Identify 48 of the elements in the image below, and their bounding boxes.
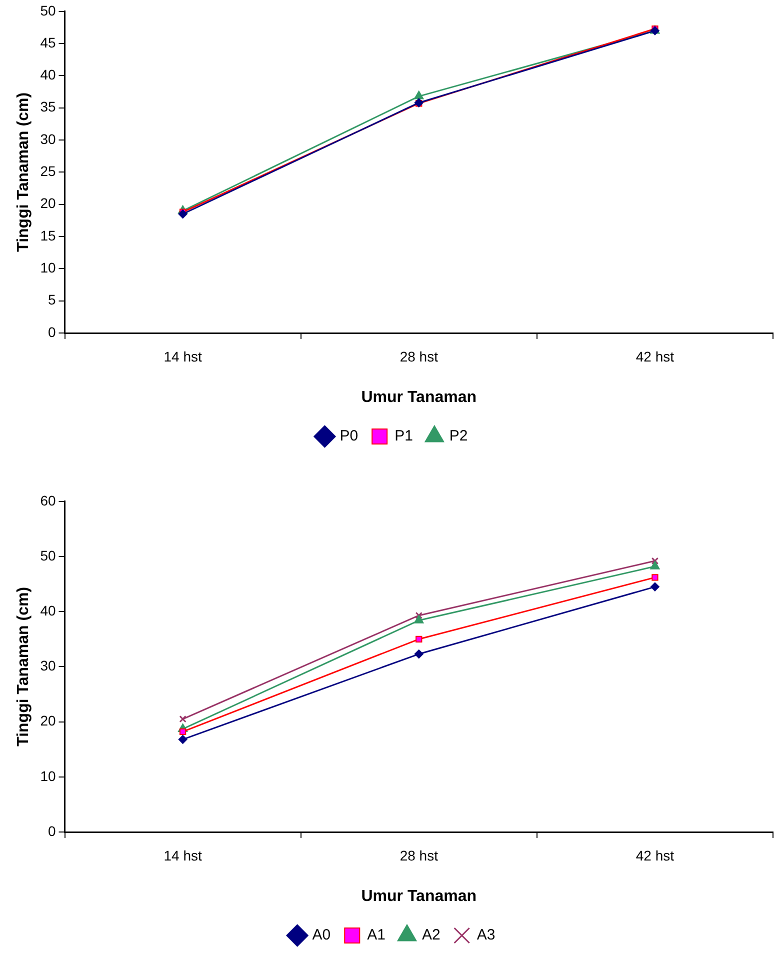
legend-label: P1 bbox=[394, 428, 413, 445]
legend-label: A3 bbox=[476, 926, 496, 944]
y-tick-label: 30 bbox=[40, 130, 56, 147]
y-tick-label: 20 bbox=[40, 195, 56, 212]
x-tick-label: 42 hst bbox=[636, 847, 674, 864]
point bbox=[651, 557, 659, 564]
point bbox=[650, 582, 660, 592]
legend-label: A2 bbox=[422, 926, 440, 944]
y-tick-label: 60 bbox=[40, 492, 56, 508]
y-tick-label: 40 bbox=[40, 66, 56, 83]
x-axis-title: Umur Tanaman bbox=[361, 888, 477, 905]
y-tick-label: 45 bbox=[40, 34, 56, 50]
point bbox=[414, 614, 424, 624]
point bbox=[416, 636, 422, 642]
point bbox=[652, 574, 658, 581]
y-axis-title: Tinggi Tanaman (cm) bbox=[15, 586, 32, 746]
y-tick-label: 5 bbox=[48, 292, 56, 308]
y-tick-label: 10 bbox=[40, 768, 56, 784]
legend-label: P2 bbox=[449, 428, 468, 445]
x-axis-title: Umur Tanaman bbox=[361, 388, 477, 406]
y-tick-label: 50 bbox=[40, 547, 56, 564]
x-tick-label: 42 hst bbox=[636, 348, 674, 364]
x-tick-label: 28 hst bbox=[400, 847, 438, 864]
point bbox=[179, 715, 186, 723]
point bbox=[415, 612, 422, 620]
y-tick-label: 40 bbox=[40, 602, 56, 618]
y-axis-title: Tinggi Tanaman (cm) bbox=[15, 92, 32, 252]
y-tick-label: 0 bbox=[48, 324, 56, 340]
y-tick-label: 35 bbox=[40, 98, 56, 115]
y-tick-label: 10 bbox=[40, 260, 56, 276]
point bbox=[179, 728, 186, 736]
point bbox=[178, 210, 188, 219]
x-tick-label: 14 hst bbox=[164, 847, 202, 864]
y-tick-label: 50 bbox=[40, 2, 56, 18]
y-tick-label: 30 bbox=[40, 658, 56, 674]
point bbox=[414, 90, 424, 100]
y-tick-label: 0 bbox=[48, 822, 56, 839]
y-tick-label: 20 bbox=[40, 712, 56, 729]
legend-label: P0 bbox=[340, 428, 358, 445]
legend-label: A1 bbox=[367, 926, 386, 944]
x-tick-label: 14 hst bbox=[164, 348, 202, 364]
y-tick-label: 25 bbox=[40, 163, 56, 180]
x-tick-label: 28 hst bbox=[400, 348, 438, 364]
y-tick-label: 15 bbox=[40, 227, 56, 244]
legend-label: A0 bbox=[312, 926, 331, 944]
point bbox=[650, 560, 660, 570]
point bbox=[178, 734, 188, 744]
point bbox=[414, 650, 424, 659]
